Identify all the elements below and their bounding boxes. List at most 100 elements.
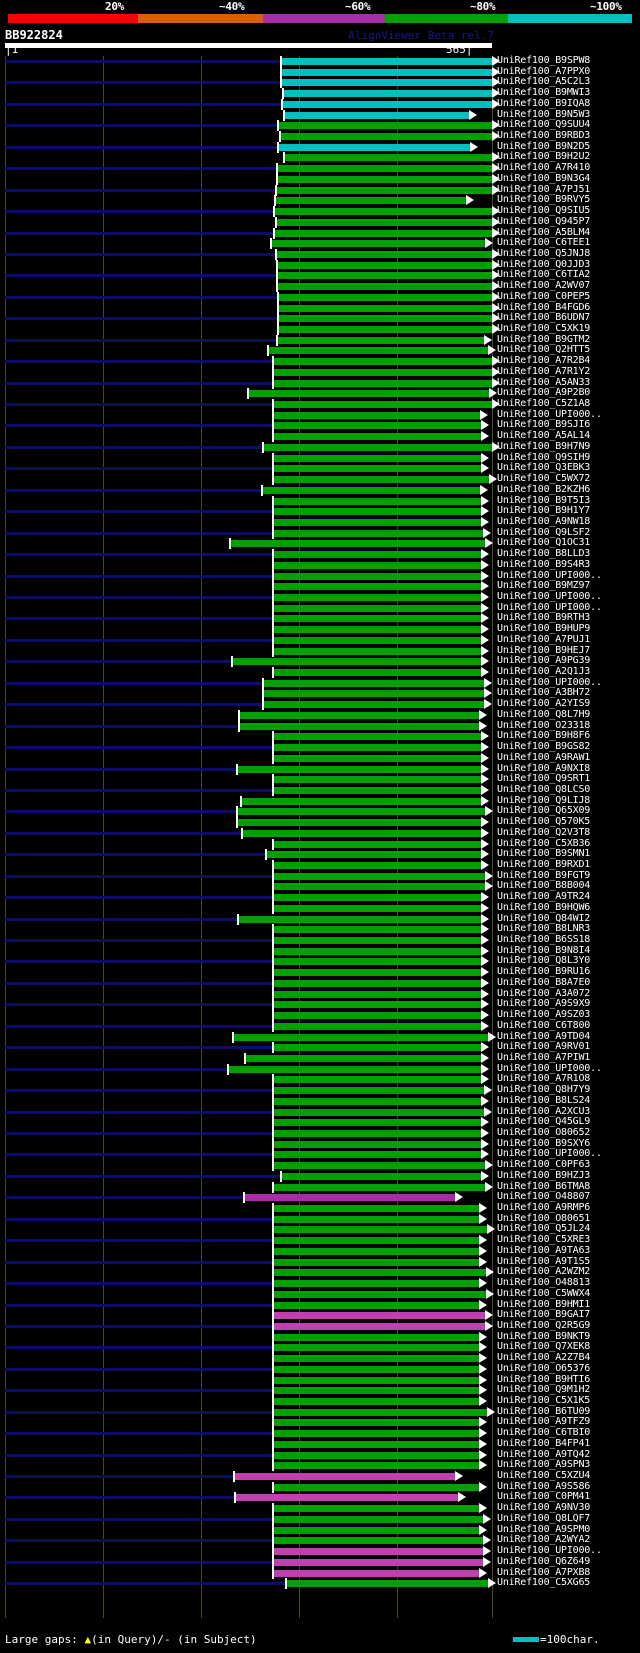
hit-row[interactable]: UniRef100_A7PUJ1	[0, 634, 640, 646]
hsp-bar[interactable]	[274, 1237, 479, 1245]
hit-row[interactable]: UniRef100_B8LNR3	[0, 923, 640, 936]
hit-row[interactable]: UniRef100_Q5JNJ8	[0, 247, 640, 260]
hsp-bar[interactable]	[274, 776, 481, 784]
hit-label[interactable]: UniRef100_A9TQ42	[497, 1448, 591, 1460]
hit-label[interactable]: UniRef100_Q1OC31	[497, 537, 591, 549]
hit-row[interactable]: UniRef100_UPI000..	[0, 677, 640, 689]
hit-row[interactable]: UniRef100_B9NKT9	[0, 1331, 640, 1343]
hsp-bar[interactable]	[277, 250, 492, 258]
hsp-bar[interactable]	[274, 1269, 486, 1277]
hsp-bar[interactable]	[274, 401, 492, 409]
hit-label[interactable]: UniRef100_A9SZ03	[497, 1009, 591, 1021]
hit-row[interactable]: UniRef100_C0PM41	[0, 1491, 640, 1504]
hit-label[interactable]: UniRef100_B9SXY6	[497, 1137, 591, 1149]
hsp-bar[interactable]	[276, 197, 466, 205]
hit-label[interactable]: UniRef100_UPI000..	[497, 569, 602, 581]
hit-label[interactable]: UniRef100_Q2R5G9	[497, 1319, 591, 1331]
hit-label[interactable]: UniRef100_A7PPX0	[497, 65, 591, 77]
hit-row[interactable]: UniRef100_B9SJI6	[0, 419, 640, 432]
hit-label[interactable]: UniRef100_A3BH72	[497, 687, 591, 699]
hit-label[interactable]: UniRef100_UPI000..	[497, 1148, 602, 1160]
hit-label[interactable]: UniRef100_B9RVY5	[497, 194, 591, 206]
hit-label[interactable]: UniRef100_UPI000..	[497, 591, 602, 602]
hsp-bar[interactable]	[274, 786, 481, 794]
hit-label[interactable]: UniRef100_C0PEP5	[497, 290, 591, 302]
hit-row[interactable]: UniRef100_Q6Z649	[0, 1556, 640, 1568]
hit-row[interactable]: UniRef100_B8A7E0	[0, 977, 640, 989]
hit-label[interactable]: UniRef100_Q2V3T8	[497, 826, 591, 838]
hit-row[interactable]: UniRef100_UPI000..	[0, 1063, 640, 1075]
hit-label[interactable]: UniRef100_A9NW18	[497, 515, 591, 527]
hit-label[interactable]: UniRef100_B6SS18	[497, 934, 591, 946]
hit-label[interactable]: UniRef100_Q9LSF2	[497, 526, 591, 538]
hsp-bar[interactable]	[242, 797, 481, 805]
hsp-bar[interactable]	[263, 486, 480, 494]
hsp-bar[interactable]	[274, 840, 481, 848]
hit-row[interactable]: UniRef100_B9T5I3	[0, 495, 640, 507]
hit-label[interactable]: UniRef100_B9GAI7	[497, 1309, 591, 1321]
hsp-bar[interactable]	[274, 969, 481, 977]
hsp-bar[interactable]	[274, 1537, 483, 1545]
hit-row[interactable]: UniRef100_B9RTH3	[0, 612, 640, 625]
hit-label[interactable]: UniRef100_A2WZM2	[497, 1266, 591, 1278]
hit-label[interactable]: UniRef100_A2XCU3	[497, 1105, 591, 1117]
hsp-bar[interactable]	[238, 819, 481, 827]
hit-row[interactable]: UniRef100_B9HUP9	[0, 623, 640, 636]
hit-label[interactable]: UniRef100_B9HQW6	[497, 901, 591, 913]
hit-label[interactable]: UniRef100_C5WWX4	[497, 1287, 591, 1299]
hsp-bar[interactable]	[233, 658, 481, 666]
hit-row[interactable]: UniRef100_O48813	[0, 1277, 640, 1290]
hsp-bar[interactable]	[274, 433, 481, 441]
hit-row[interactable]: UniRef100_A5AN33	[0, 376, 640, 389]
hsp-bar[interactable]	[274, 1312, 485, 1320]
hit-label[interactable]: UniRef100_A9P2B0	[497, 387, 591, 399]
hsp-bar[interactable]	[274, 379, 492, 387]
hit-label[interactable]: UniRef100_Q45GL9	[497, 1116, 591, 1128]
hit-label[interactable]: UniRef100_C6T800	[497, 1019, 591, 1031]
hit-label[interactable]: UniRef100_C5X1K5	[497, 1395, 591, 1406]
hsp-bar[interactable]	[274, 1451, 479, 1459]
hsp-bar[interactable]	[231, 540, 485, 548]
hsp-bar[interactable]	[274, 744, 481, 752]
hit-row[interactable]: UniRef100_B9RXD1	[0, 859, 640, 871]
hit-row[interactable]: UniRef100_A9RMP6	[0, 1202, 640, 1215]
hit-row[interactable]: UniRef100_B9H1Y7	[0, 505, 640, 518]
hit-row[interactable]: UniRef100_A9TQ42	[0, 1448, 640, 1461]
hsp-bar[interactable]	[274, 1462, 479, 1470]
hit-label[interactable]: UniRef100_Q9SUU4	[497, 119, 591, 131]
hit-label[interactable]: UniRef100_Q7XEK8	[497, 1341, 591, 1353]
hsp-bar[interactable]	[274, 1012, 481, 1020]
hsp-bar[interactable]	[240, 711, 479, 719]
hit-row[interactable]: UniRef100_Q570K5	[0, 816, 640, 829]
hsp-bar[interactable]	[274, 551, 481, 559]
hit-row[interactable]: UniRef100_C5Z1A8	[0, 398, 640, 411]
hsp-bar[interactable]	[274, 1398, 479, 1405]
hsp-bar[interactable]	[274, 1483, 479, 1491]
hsp-bar[interactable]	[282, 58, 492, 65]
hit-label[interactable]: UniRef100_A9NV30	[497, 1502, 591, 1514]
hit-label[interactable]: UniRef100_A5AN33	[497, 376, 591, 388]
hsp-bar[interactable]	[272, 240, 485, 248]
hit-row[interactable]: UniRef100_B6TU09	[0, 1406, 640, 1418]
hit-row[interactable]: UniRef100_A9TFZ9	[0, 1416, 640, 1429]
hit-row[interactable]: UniRef100_A9TD04	[0, 1031, 640, 1043]
hsp-bar[interactable]	[274, 647, 481, 655]
hit-label[interactable]: UniRef100_A9S586	[497, 1480, 591, 1492]
hit-row[interactable]: UniRef100_A9TA63	[0, 1245, 640, 1257]
hit-label[interactable]: UniRef100_Q8LCS0	[497, 783, 591, 795]
hit-row[interactable]: UniRef100_A7R1O8	[0, 1073, 640, 1086]
hsp-bar[interactable]	[274, 1515, 483, 1523]
hit-label[interactable]: UniRef100_B9SJI6	[497, 419, 591, 431]
hit-label[interactable]: UniRef100_A2WV07	[497, 280, 591, 292]
hit-row[interactable]: UniRef100_UPI000..	[0, 591, 640, 603]
hit-label[interactable]: UniRef100_Q5JNJ8	[497, 247, 591, 259]
hit-label[interactable]: UniRef100_C5XK19	[497, 323, 591, 334]
hit-label[interactable]: UniRef100_Q9SIH9	[497, 451, 591, 463]
hsp-bar[interactable]	[274, 1001, 481, 1009]
hit-row[interactable]: UniRef100_B9H2U2	[0, 151, 640, 164]
hit-row[interactable]: UniRef100_O65376	[0, 1363, 640, 1375]
hit-label[interactable]: UniRef100_C5XRE3	[497, 1234, 591, 1246]
hsp-bar[interactable]	[274, 561, 481, 569]
hit-row[interactable]: UniRef100_B9FGT9	[0, 870, 640, 882]
hit-label[interactable]: UniRef100_B9HZJ3	[497, 1169, 591, 1181]
